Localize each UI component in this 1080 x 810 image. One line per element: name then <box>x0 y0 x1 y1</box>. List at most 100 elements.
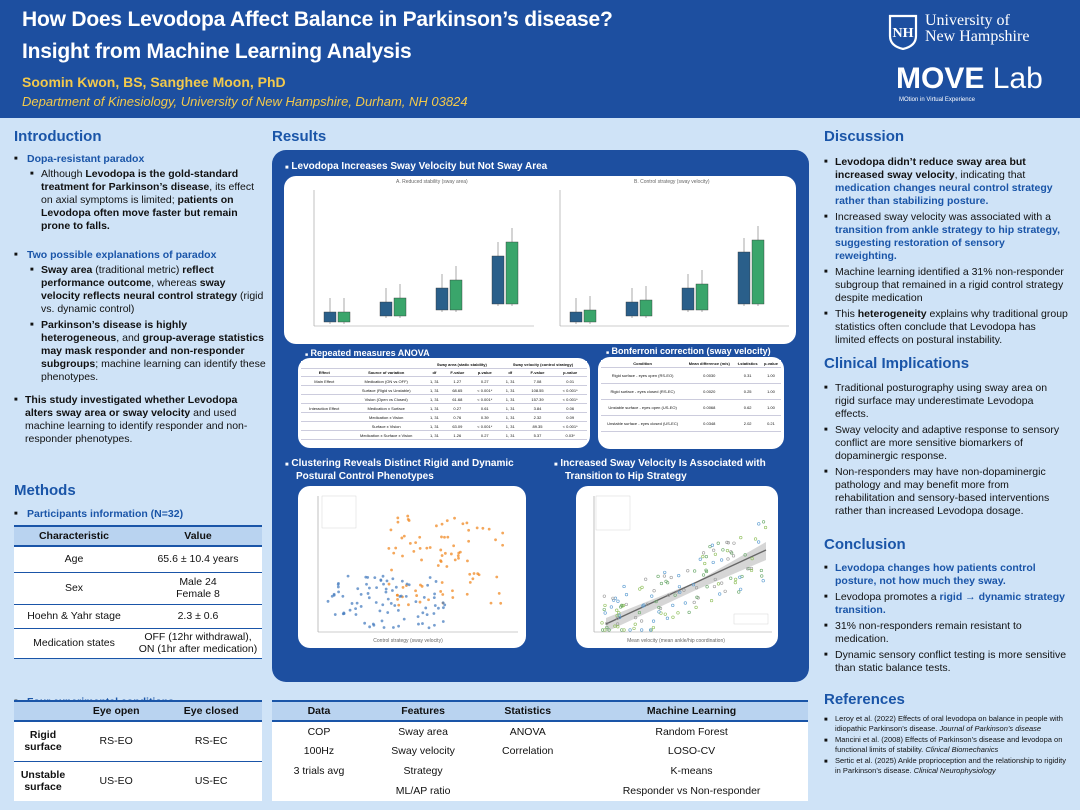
table-cell: 108.55 <box>521 385 554 395</box>
scatter-point <box>632 626 636 631</box>
discussion-item: Levodopa didn’t reduce sway area but inc… <box>824 156 1068 208</box>
table-cell: 1.27 <box>443 376 471 386</box>
scatter-point <box>416 615 420 619</box>
scatter-point <box>402 534 406 538</box>
scatter-point <box>648 628 653 632</box>
scatter-point <box>382 626 386 629</box>
lab-name-light: Lab <box>984 62 1043 95</box>
scatter-point <box>494 538 497 542</box>
scatter-point <box>725 540 729 544</box>
conclusion-list: Levodopa changes how patients control po… <box>824 562 1068 678</box>
poster-title-line2: Insight from Machine Learning Analysis <box>22 40 412 63</box>
table-header: Sway area (static stability) <box>424 361 499 369</box>
scatter-point <box>400 536 404 540</box>
introduction-body: Dopa-resistant paradox Although Levodopa… <box>14 153 266 449</box>
table-cell <box>301 394 348 404</box>
scatter-point <box>729 576 733 580</box>
scatter-point <box>723 589 727 593</box>
scatter-point <box>441 606 445 610</box>
table-cell: Interaction Effect <box>301 403 348 413</box>
table-header: F-value <box>521 368 554 377</box>
scatter-point <box>359 605 363 608</box>
table-cell: 1, 31 <box>498 430 522 440</box>
scatter-point <box>427 598 430 602</box>
table-cell: K-means <box>670 765 713 777</box>
scatter-point <box>333 613 337 616</box>
scatter-point <box>434 580 438 583</box>
scatter-point <box>368 586 371 590</box>
scatter-point <box>422 596 426 599</box>
table-cell <box>301 385 348 395</box>
scatter-point <box>435 524 438 528</box>
discussion-item: Machine learning identified a 31% non-re… <box>824 266 1068 305</box>
scatter-point <box>703 561 707 566</box>
table-header: Condition <box>601 360 685 368</box>
table-cell: 89.35 <box>521 421 554 431</box>
table-header: t-statistics <box>734 360 761 368</box>
unh-shield-icon: NH <box>888 14 918 50</box>
boxplot-label-b: B. Control strategy (sway velocity) <box>634 179 710 185</box>
table-cell: Random Forest <box>655 725 728 738</box>
table-header: df <box>424 368 444 377</box>
scatter-point <box>708 545 712 549</box>
scatter-point <box>392 551 396 555</box>
scatter-point <box>613 624 617 628</box>
scatter-point <box>669 575 673 580</box>
scatter-point <box>691 583 696 587</box>
table-cell: RS-EC <box>160 721 262 762</box>
scatter-point <box>417 622 420 626</box>
scatter-point <box>445 519 449 523</box>
scatter-point <box>381 603 385 607</box>
table-header: p-value <box>470 368 499 377</box>
table-row: Age 65.6 ± 10.4 years <box>14 546 262 573</box>
boxplot-figure <box>313 190 789 327</box>
table-cell: Strategy <box>403 765 443 777</box>
boxplot-card: A. Reduced stability (sway area) B. Cont… <box>284 176 796 344</box>
scatter-point <box>405 582 409 586</box>
scatter-point <box>671 603 675 607</box>
scatter-point <box>678 590 682 594</box>
table-row: Medication x Vision 1, 31 0.76 0.39 1, 31 2.3… <box>301 412 587 422</box>
table-cell: Rigid surface - eyes open (RS-EO) <box>601 367 685 384</box>
table-row: Surface (Rigid vs Unstable) 1, 31 68.65 < 0… <box>301 385 587 395</box>
scatter-point <box>489 601 493 605</box>
scatter-point <box>390 568 393 572</box>
cluster-xlabel: Control strategy (sway velocity) <box>373 638 443 644</box>
scatter-point <box>634 615 638 620</box>
table-cell: 68.65 <box>443 385 471 395</box>
scatter-point <box>716 541 720 545</box>
scatter-point <box>657 605 661 610</box>
table-header <box>14 700 72 722</box>
scatter-point <box>487 527 491 531</box>
table-row: COP Sway area ANOVA Random Forest <box>272 721 808 741</box>
table-cell: 2.32 <box>521 412 554 422</box>
reference-item: Leroy et al. (2022) Effects of oral levo… <box>824 714 1070 733</box>
scatter-point <box>662 574 667 578</box>
scatter-point <box>757 522 761 526</box>
scatter-point <box>621 603 626 608</box>
scatter-point <box>481 526 485 530</box>
scatter-point <box>624 602 628 607</box>
table-row: Rigid surface - eyes open (RS-EO) 0.0030 0… <box>601 367 781 384</box>
scatter-point <box>396 516 400 520</box>
table-cell: Sway velocity <box>391 745 455 757</box>
table-cell: < 0.001* <box>553 394 587 404</box>
scatter-point <box>465 521 469 525</box>
scatter-point <box>693 569 697 573</box>
scatter-point <box>354 607 357 611</box>
table-cell: ANOVA <box>509 725 546 738</box>
scatter-point <box>633 622 637 626</box>
scatter-point <box>449 552 453 556</box>
scatter-point <box>739 536 743 540</box>
scatter-point <box>652 589 656 593</box>
scatter-point <box>392 626 395 629</box>
intro-sub-1: Dopa-resistant paradox <box>14 153 266 166</box>
table-cell: ML/AP ratio <box>395 785 451 797</box>
table-row: Surface x Vision 1, 31 63.09 < 0.001* 1, 31 8… <box>301 421 587 431</box>
scatter-point <box>439 548 443 552</box>
scatter-point <box>396 520 400 524</box>
scatter-point <box>761 520 766 524</box>
scatter-point <box>705 585 709 589</box>
scatter-point <box>439 559 442 563</box>
table-cell: Medication (ON vs OFF) <box>347 376 425 386</box>
